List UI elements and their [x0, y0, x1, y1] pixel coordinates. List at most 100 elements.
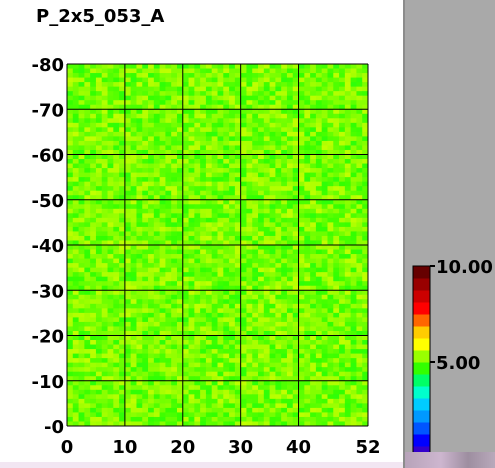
- heatmap-cell: [362, 217, 369, 223]
- heatmap-cell: [176, 290, 184, 296]
- heatmap-cell: [72, 109, 79, 115]
- heatmap-cell: [159, 240, 166, 246]
- heatmap-cell: [78, 394, 85, 400]
- heatmap-cell: [269, 412, 276, 418]
- heatmap-cell: [356, 385, 363, 391]
- heatmap-cell: [275, 317, 282, 323]
- heatmap-cell: [223, 394, 230, 400]
- heatmap-cell: [217, 213, 224, 219]
- heatmap-cell: [211, 254, 218, 259]
- heatmap-cell: [165, 344, 172, 350]
- heatmap-cell: [136, 82, 143, 88]
- heatmap-cell: [211, 68, 218, 74]
- heatmap-cell: [67, 213, 74, 219]
- heatmap-cell: [188, 217, 195, 223]
- heatmap-cell: [275, 204, 282, 210]
- heatmap-cell: [333, 154, 340, 160]
- heatmap-cell: [356, 245, 363, 250]
- heatmap-cell: [344, 240, 352, 246]
- heatmap-cell: [188, 118, 195, 124]
- heatmap-cell: [119, 308, 126, 314]
- heatmap-cell: [176, 149, 184, 155]
- heatmap-cell: [136, 281, 143, 287]
- heatmap-cell: [95, 177, 103, 183]
- heatmap-cell: [217, 340, 224, 345]
- heatmap-cell: [321, 186, 328, 192]
- heatmap-cell: [119, 394, 126, 400]
- heatmap-cell: [350, 168, 357, 173]
- heatmap-cell: [223, 68, 230, 74]
- heatmap-cell: [176, 308, 184, 314]
- heatmap-cell: [194, 330, 201, 336]
- heatmap-cell: [240, 109, 247, 115]
- heatmap-cell: [142, 177, 149, 183]
- heatmap-cell: [107, 159, 114, 164]
- heatmap-cell: [339, 371, 346, 377]
- heatmap-cell: [275, 362, 282, 368]
- heatmap-cell: [252, 340, 259, 345]
- heatmap-cell: [356, 190, 363, 196]
- heatmap-cell: [176, 127, 184, 133]
- heatmap-cell: [269, 367, 276, 373]
- heatmap-cell: [194, 140, 201, 146]
- heatmap-cell: [356, 104, 363, 110]
- heatmap-cell: [113, 326, 120, 332]
- heatmap-cell: [159, 330, 166, 336]
- heatmap-cell: [95, 163, 103, 169]
- heatmap-cell: [95, 213, 103, 219]
- heatmap-cell: [205, 190, 213, 196]
- heatmap-cell: [350, 317, 357, 323]
- heatmap-cell: [113, 154, 120, 160]
- heatmap-cell: [240, 263, 247, 269]
- heatmap-cell: [124, 263, 132, 269]
- heatmap-cell: [148, 299, 155, 305]
- heatmap-cell: [153, 127, 161, 133]
- heatmap-cell: [124, 421, 132, 427]
- heatmap-cell: [72, 195, 79, 201]
- heatmap-cell: [310, 149, 317, 155]
- heatmap-cell: [67, 416, 74, 422]
- heatmap-cell: [113, 208, 120, 214]
- heatmap-cell: [286, 276, 294, 282]
- heatmap-cell: [304, 285, 311, 291]
- heatmap-cell: [240, 416, 247, 422]
- heatmap-cell: [304, 263, 311, 269]
- heatmap-cell: [292, 91, 299, 97]
- heatmap-cell: [362, 416, 369, 422]
- heatmap-cell: [136, 412, 143, 418]
- heatmap-cell: [176, 222, 184, 228]
- heatmap-cell: [344, 326, 352, 332]
- heatmap-cell: [229, 281, 236, 287]
- heatmap-cell: [263, 285, 270, 291]
- heatmap-cell: [165, 68, 172, 74]
- heatmap-cell: [113, 217, 120, 223]
- heatmap-cell: [119, 186, 126, 192]
- heatmap-cell: [315, 168, 323, 173]
- heatmap-cell: [159, 349, 166, 355]
- heatmap-cell: [211, 136, 218, 142]
- heatmap-cell: [67, 154, 74, 160]
- heatmap-cell: [194, 172, 201, 178]
- heatmap-cell: [130, 91, 137, 97]
- heatmap-cell: [292, 163, 299, 169]
- heatmap-cell: [246, 181, 253, 187]
- heatmap-cell: [67, 263, 74, 269]
- heatmap-cell: [136, 145, 143, 151]
- heatmap-cell: [327, 358, 334, 364]
- heatmap-cell: [281, 281, 288, 287]
- heatmap-cell: [246, 149, 253, 155]
- heatmap-cell: [269, 330, 276, 336]
- heatmap-cell: [171, 177, 178, 183]
- heatmap-cell: [211, 285, 218, 291]
- heatmap-cell: [90, 299, 97, 305]
- heatmap-cell: [72, 217, 79, 223]
- heatmap-cell: [182, 168, 189, 173]
- heatmap-cell: [315, 109, 323, 115]
- heatmap-cell: [298, 154, 305, 160]
- heatmap-cell: [107, 100, 114, 106]
- heatmap-cell: [344, 344, 352, 350]
- heatmap-cell: [344, 140, 352, 146]
- heatmap-cell: [246, 317, 253, 323]
- heatmap-cell: [72, 272, 79, 278]
- heatmap-cell: [246, 199, 253, 205]
